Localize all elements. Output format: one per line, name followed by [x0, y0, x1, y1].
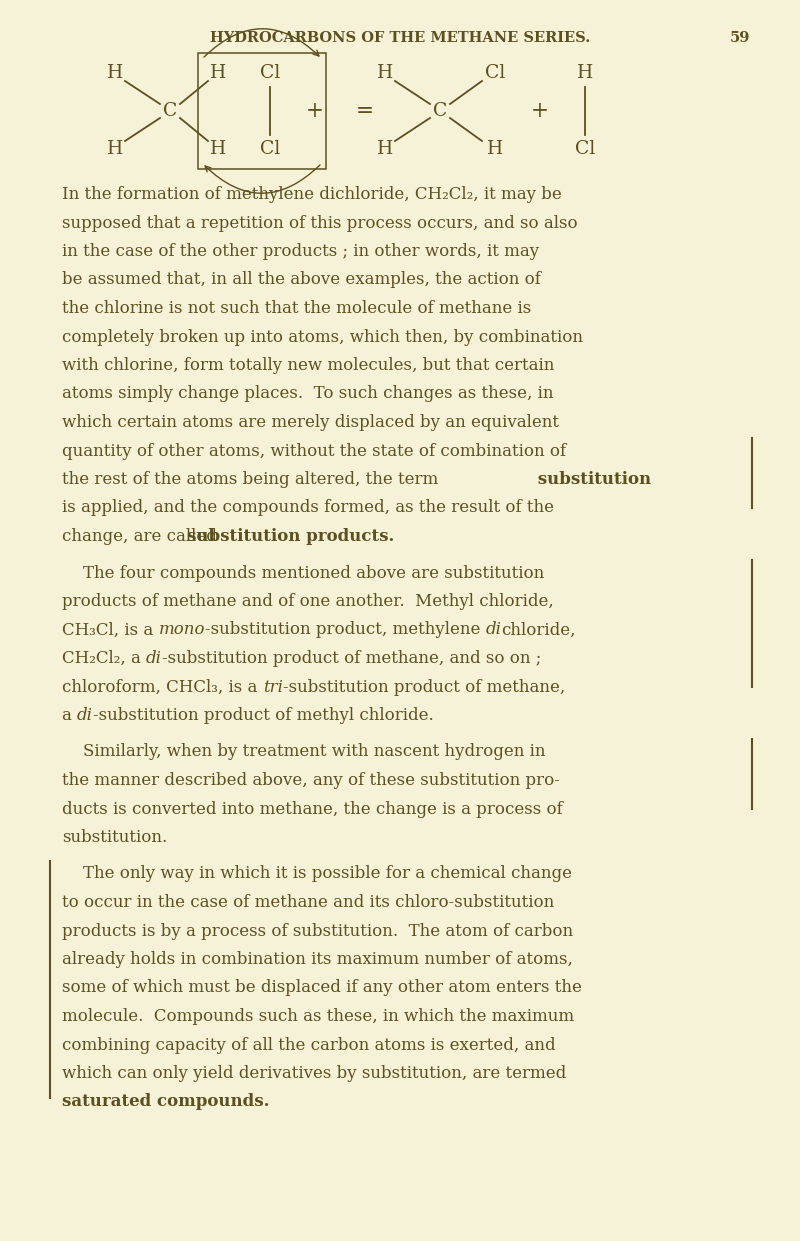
- Text: quantity of other atoms, without the state of combination of: quantity of other atoms, without the sta…: [62, 443, 566, 459]
- Text: H: H: [210, 140, 226, 158]
- Text: ducts is converted into methane, the change is a process of: ducts is converted into methane, the cha…: [62, 800, 562, 818]
- Text: tri: tri: [262, 679, 282, 695]
- Text: chloride,: chloride,: [502, 622, 576, 639]
- Text: supposed that a repetition of this process occurs, and so also: supposed that a repetition of this proce…: [62, 215, 578, 232]
- Text: atoms simply change places.  To such changes as these, in: atoms simply change places. To such chan…: [62, 386, 554, 402]
- Text: be assumed that, in all the above examples, the action of: be assumed that, in all the above exampl…: [62, 272, 541, 288]
- Text: The only way in which it is possible for a chemical change: The only way in which it is possible for…: [62, 865, 572, 882]
- Text: +: +: [531, 101, 549, 122]
- Text: H: H: [210, 65, 226, 82]
- Text: di: di: [77, 707, 93, 724]
- Text: mono: mono: [158, 622, 205, 639]
- Text: The four compounds mentioned above are substitution: The four compounds mentioned above are s…: [62, 565, 544, 582]
- Text: substitution products.: substitution products.: [187, 527, 394, 545]
- Text: some of which must be displaced if any other atom enters the: some of which must be displaced if any o…: [62, 979, 582, 997]
- Text: which certain atoms are merely displaced by an equivalent: which certain atoms are merely displaced…: [62, 414, 559, 431]
- Text: H: H: [377, 65, 393, 82]
- Text: +: +: [306, 101, 324, 122]
- Text: the rest of the atoms being altered, the term: the rest of the atoms being altered, the…: [62, 472, 438, 488]
- Bar: [198, 53, 326, 169]
- Text: di: di: [146, 650, 162, 666]
- Text: products is by a process of substitution.  The atom of carbon: products is by a process of substitution…: [62, 922, 573, 939]
- Text: a: a: [62, 707, 77, 724]
- Text: H: H: [577, 65, 593, 82]
- Text: 59: 59: [730, 31, 750, 45]
- Text: is applied, and the compounds formed, as the result of the: is applied, and the compounds formed, as…: [62, 499, 554, 516]
- Text: CH₃Cl, is a: CH₃Cl, is a: [62, 622, 158, 639]
- Text: C: C: [433, 102, 447, 120]
- Text: the manner described above, any of these substitution pro-: the manner described above, any of these…: [62, 772, 560, 789]
- Text: chloroform, CHCl₃, is a: chloroform, CHCl₃, is a: [62, 679, 262, 695]
- Text: Cl: Cl: [485, 65, 505, 82]
- Text: Cl: Cl: [260, 65, 280, 82]
- Text: H: H: [107, 65, 123, 82]
- Text: substitution.: substitution.: [62, 829, 167, 846]
- Text: completely broken up into atoms, which then, by combination: completely broken up into atoms, which t…: [62, 329, 583, 345]
- Text: di: di: [486, 622, 502, 639]
- Text: Similarly, when by treatment with nascent hydrogen in: Similarly, when by treatment with nascen…: [62, 743, 546, 761]
- Text: H: H: [487, 140, 503, 158]
- Text: molecule.  Compounds such as these, in which the maximum: molecule. Compounds such as these, in wh…: [62, 1008, 574, 1025]
- Text: saturated compounds.: saturated compounds.: [62, 1093, 270, 1111]
- Text: HYDROCARBONS OF THE METHANE SERIES.: HYDROCARBONS OF THE METHANE SERIES.: [210, 31, 590, 45]
- Text: -substitution product of methane,: -substitution product of methane,: [282, 679, 565, 695]
- Text: with chlorine, form totally new molecules, but that certain: with chlorine, form totally new molecule…: [62, 357, 554, 374]
- Text: Cl: Cl: [260, 140, 280, 158]
- Text: Cl: Cl: [575, 140, 595, 158]
- Text: H: H: [377, 140, 393, 158]
- Text: CH₂Cl₂, a: CH₂Cl₂, a: [62, 650, 146, 666]
- Text: H: H: [107, 140, 123, 158]
- Text: -substitution product, methylene: -substitution product, methylene: [205, 622, 486, 639]
- Text: already holds in combination its maximum number of atoms,: already holds in combination its maximum…: [62, 951, 573, 968]
- Text: the chlorine is not such that the molecule of methane is: the chlorine is not such that the molecu…: [62, 300, 531, 316]
- Text: combining capacity of all the carbon atoms is exerted, and: combining capacity of all the carbon ato…: [62, 1036, 556, 1054]
- Text: to occur in the case of methane and its chloro-substitution: to occur in the case of methane and its …: [62, 894, 554, 911]
- Text: products of methane and of one another.  Methyl chloride,: products of methane and of one another. …: [62, 593, 554, 611]
- Text: In the formation of methylene dichloride, CH₂Cl₂, it may be: In the formation of methylene dichloride…: [62, 186, 562, 204]
- Text: C: C: [163, 102, 177, 120]
- Text: substitution: substitution: [532, 472, 651, 488]
- Text: in the case of the other products ; in other words, it may: in the case of the other products ; in o…: [62, 243, 539, 261]
- Text: -substitution product of methyl chloride.: -substitution product of methyl chloride…: [93, 707, 434, 724]
- Text: -substitution product of methane, and so on ;: -substitution product of methane, and so…: [162, 650, 542, 666]
- Text: which can only yield derivatives by substitution, are termed: which can only yield derivatives by subs…: [62, 1065, 566, 1082]
- Text: =: =: [356, 101, 374, 122]
- Text: change, are called: change, are called: [62, 527, 217, 545]
